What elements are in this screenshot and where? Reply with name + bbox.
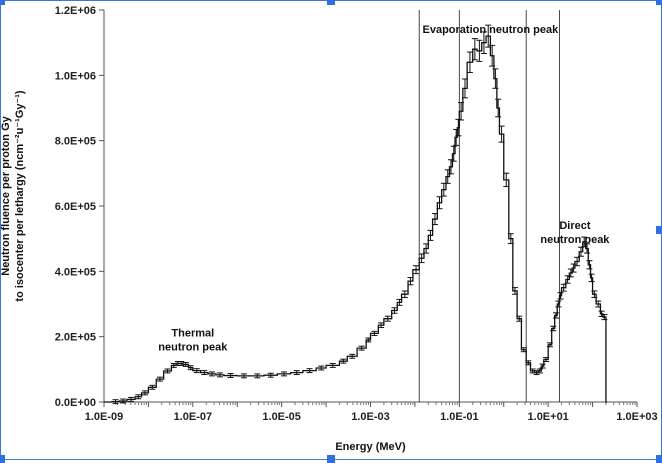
resize-handle-bottom-right[interactable] bbox=[656, 455, 662, 463]
x-tick-label: 1.0E+03 bbox=[616, 411, 657, 423]
peak-annotation-text: neutron peak bbox=[540, 234, 610, 246]
resize-handle-bottom-left[interactable] bbox=[0, 455, 5, 463]
resize-handle-top-center[interactable] bbox=[327, 0, 335, 5]
y-tick-label: 0.0E+00 bbox=[55, 397, 96, 409]
x-tick-label: 1.0E-03 bbox=[351, 411, 390, 423]
y-axis-title: Neutron fluence per proton Gy to isocent… bbox=[0, 90, 26, 302]
resize-handle-top-right[interactable] bbox=[656, 0, 662, 5]
x-tick-label: 1.0E-09 bbox=[85, 411, 124, 423]
y-axis-ticks: 0.0E+00 2.0E+05 4.0E+05 6.0E+05 8.0E+05 1.0E+… bbox=[55, 5, 104, 409]
error-bars bbox=[112, 24, 608, 405]
peak-annotation-text: neutron peak bbox=[158, 342, 228, 354]
y-tick-label: 1.0E+06 bbox=[55, 70, 96, 82]
resize-handle-bottom-center[interactable] bbox=[327, 455, 335, 463]
x-tick-label: 1.0E-07 bbox=[174, 411, 213, 423]
x-axis-title: Energy (MeV) bbox=[335, 441, 406, 453]
y-tick-label: 4.0E+05 bbox=[55, 266, 96, 278]
x-tick-label: 1.0E-05 bbox=[262, 411, 301, 423]
peak-boundary-lines bbox=[418, 10, 560, 402]
plot-area: 1.0E-09 1.0E-07 1.0E-05 1.0E-03 1.0E-01 1.0E+… bbox=[55, 5, 658, 423]
y-tick-label: 6.0E+05 bbox=[55, 201, 96, 213]
y-tick-label: 8.0E+05 bbox=[55, 136, 96, 148]
y-axis-title-line-1: Neutron fluence per proton Gy bbox=[0, 115, 12, 275]
peak-annotation-text: Direct bbox=[559, 220, 591, 232]
resize-handle-middle-right[interactable] bbox=[656, 226, 662, 234]
y-axis-title-line-2: to isocenter per lethargy (ncm⁻²u⁻¹Gy⁻¹) bbox=[14, 90, 26, 302]
y-tick-label: 2.0E+05 bbox=[55, 332, 96, 344]
peak-annotation-text: Thermal bbox=[171, 328, 214, 340]
resize-handle-top-left[interactable] bbox=[0, 0, 5, 5]
y-tick-label: 1.2E+06 bbox=[55, 5, 96, 17]
peak-annotation-text: Evaporation neutron peak bbox=[423, 24, 560, 36]
peak-annotations: Thermal neutron peak Evaporation neutron p… bbox=[158, 24, 610, 354]
x-tick-label: 1.0E-01 bbox=[440, 411, 479, 423]
fluence-series-line bbox=[104, 35, 607, 403]
x-tick-label: 1.0E+01 bbox=[528, 411, 569, 423]
x-axis-ticks: 1.0E-09 1.0E-07 1.0E-05 1.0E-03 1.0E-01 1.0E+… bbox=[85, 402, 658, 423]
